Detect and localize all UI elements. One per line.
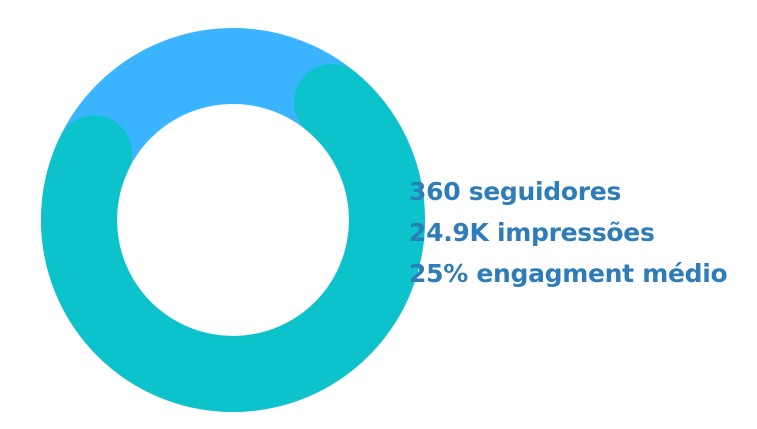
stat-impressions: 24.9K impressões xyxy=(409,218,655,247)
stats-annotations: 360 seguidores 24.9K impressões 25% enga… xyxy=(409,171,728,294)
stat-followers: 360 seguidores xyxy=(409,177,622,206)
donut-segment-primary xyxy=(41,64,425,412)
stat-engagement: 25% engagment médio xyxy=(409,259,728,288)
